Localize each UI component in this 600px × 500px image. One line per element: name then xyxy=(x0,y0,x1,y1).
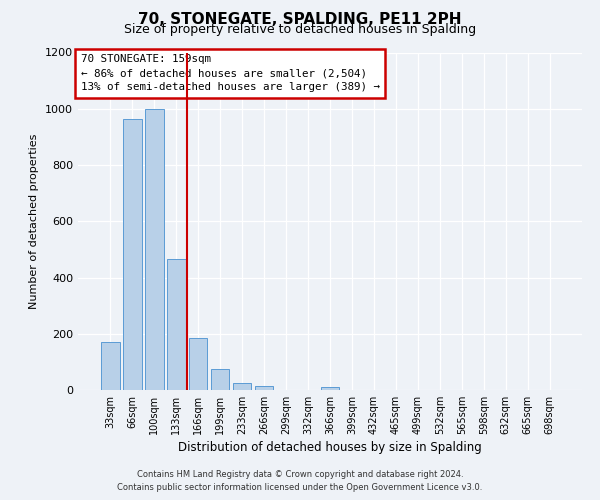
Bar xyxy=(255,386,274,390)
Bar xyxy=(320,387,340,390)
Y-axis label: Number of detached properties: Number of detached properties xyxy=(29,134,40,309)
Bar xyxy=(189,338,208,390)
Text: 70 STONEGATE: 159sqm
← 86% of detached houses are smaller (2,504)
13% of semi-de: 70 STONEGATE: 159sqm ← 86% of detached h… xyxy=(80,54,380,92)
X-axis label: Distribution of detached houses by size in Spalding: Distribution of detached houses by size … xyxy=(178,441,482,454)
Bar xyxy=(211,369,229,390)
Text: Contains HM Land Registry data © Crown copyright and database right 2024.
Contai: Contains HM Land Registry data © Crown c… xyxy=(118,470,482,492)
Text: Size of property relative to detached houses in Spalding: Size of property relative to detached ho… xyxy=(124,22,476,36)
Bar xyxy=(233,383,251,390)
Bar xyxy=(123,118,142,390)
Bar xyxy=(101,342,119,390)
Text: 70, STONEGATE, SPALDING, PE11 2PH: 70, STONEGATE, SPALDING, PE11 2PH xyxy=(138,12,462,28)
Bar xyxy=(167,259,185,390)
Bar xyxy=(145,109,164,390)
